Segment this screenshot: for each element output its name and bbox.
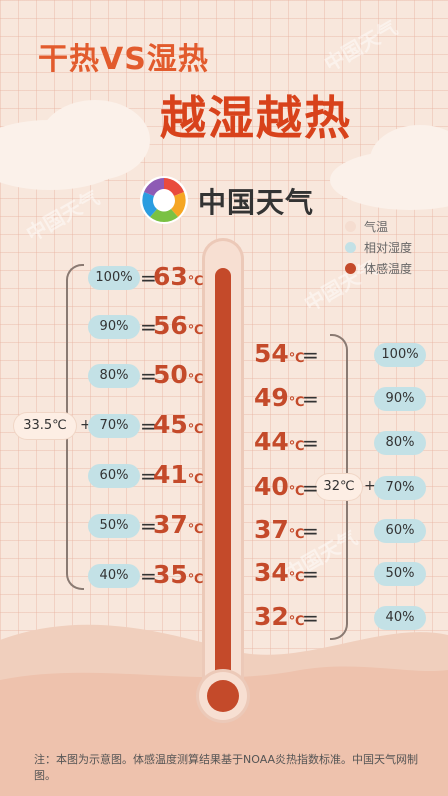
equals-sign: =	[302, 606, 319, 630]
equals-sign: =	[302, 387, 319, 411]
equals-sign: =	[140, 514, 157, 538]
humidity-pill: 70%	[88, 414, 140, 438]
legend-swatch	[345, 242, 356, 253]
feels-like-temp: 44℃	[254, 427, 305, 459]
thermometer-mercury	[215, 268, 231, 698]
legend-swatch	[345, 221, 356, 232]
feels-like-value: 35	[153, 560, 188, 589]
footnote: 注：本图为示意图。体感温度测算结果基于NOAA炎热指数标准。中国天气网制图。	[34, 753, 419, 782]
humid-ambient-temp: 32℃	[316, 474, 362, 500]
watermark: 中国天气	[22, 185, 104, 247]
feels-like-temp: 45℃	[153, 410, 204, 442]
feels-like-unit: ℃	[288, 570, 305, 585]
feels-like-value: 34	[254, 558, 289, 587]
title-line2: 越湿越热	[160, 91, 352, 145]
feels-like-unit: ℃	[288, 484, 305, 499]
equals-sign: =	[302, 431, 319, 455]
feels-like-value: 44	[254, 427, 289, 456]
feels-like-temp: 50℃	[153, 360, 204, 392]
humidity-pill: 50%	[374, 562, 426, 586]
equals-sign: =	[140, 414, 157, 438]
feels-like-temp: 35℃	[153, 560, 204, 592]
feels-like-unit: ℃	[187, 323, 204, 338]
feels-like-temp: 63℃	[153, 262, 204, 294]
equals-sign: =	[140, 364, 157, 388]
humidity-pill: 40%	[88, 564, 140, 588]
feels-like-unit: ℃	[288, 527, 305, 542]
equals-sign: =	[302, 562, 319, 586]
brand-name: 中国天气	[198, 186, 315, 219]
watermark: 中国天气	[320, 15, 402, 77]
humidity-pill: 100%	[374, 343, 426, 367]
humidity-pill: 40%	[374, 606, 426, 630]
feels-like-value: 56	[153, 311, 188, 340]
feels-like-unit: ℃	[187, 572, 204, 587]
humidity-pill: 60%	[374, 519, 426, 543]
feels-like-value: 54	[254, 339, 289, 368]
plus-sign: +	[364, 478, 376, 494]
humidity-pill: 100%	[88, 266, 140, 290]
feels-like-unit: ℃	[288, 351, 305, 366]
feels-like-temp: 34℃	[254, 558, 305, 590]
cloud-decoration	[370, 125, 448, 195]
equals-sign: =	[302, 519, 319, 543]
feels-like-value: 41	[153, 460, 188, 489]
feels-like-value: 37	[254, 515, 289, 544]
humidity-pill: 90%	[88, 315, 140, 339]
feels-like-temp: 49℃	[254, 383, 305, 415]
legend-item: 气温	[345, 216, 412, 237]
legend-swatch	[345, 263, 356, 274]
equals-sign: =	[302, 343, 319, 367]
feels-like-value: 32	[254, 602, 289, 631]
feels-like-temp: 54℃	[254, 339, 305, 371]
feels-like-value: 37	[153, 510, 188, 539]
feels-like-temp: 37℃	[254, 515, 305, 547]
legend-item: 体感温度	[345, 258, 412, 279]
feels-like-temp: 32℃	[254, 602, 305, 634]
humidity-pill: 80%	[88, 364, 140, 388]
equals-sign: =	[140, 464, 157, 488]
equals-sign: =	[140, 564, 157, 588]
feels-like-value: 63	[153, 262, 188, 291]
legend-item: 相对湿度	[345, 237, 412, 258]
feels-like-unit: ℃	[288, 395, 305, 410]
feels-like-unit: ℃	[187, 472, 204, 487]
humidity-pill: 60%	[88, 464, 140, 488]
cloud-decoration	[40, 100, 150, 180]
legend-label: 体感温度	[364, 262, 413, 276]
feels-like-temp: 37℃	[153, 510, 204, 542]
humidity-pill: 90%	[374, 387, 426, 411]
plus-sign: +	[80, 417, 92, 433]
feels-like-value: 45	[153, 410, 188, 439]
dry-ambient-temp: 33.5℃	[14, 413, 76, 439]
feels-like-value: 50	[153, 360, 188, 389]
humidity-pill: 70%	[374, 476, 426, 500]
feels-like-unit: ℃	[187, 372, 204, 387]
humidity-pill: 80%	[374, 431, 426, 455]
weather-logo-icon	[140, 176, 188, 224]
feels-like-value: 40	[254, 472, 289, 501]
equals-sign: =	[140, 266, 157, 290]
equals-sign: =	[140, 315, 157, 339]
title-line1: 干热VS湿热	[38, 42, 209, 77]
feels-like-temp: 41℃	[153, 460, 204, 492]
feels-like-temp: 40℃	[254, 472, 305, 504]
feels-like-unit: ℃	[288, 439, 305, 454]
equals-sign: =	[302, 476, 319, 500]
legend-label: 气温	[364, 220, 389, 234]
feels-like-unit: ℃	[187, 274, 204, 289]
thermometer-bulb-fill	[207, 680, 239, 712]
feels-like-unit: ℃	[187, 422, 204, 437]
legend-label: 相对湿度	[364, 241, 413, 255]
feels-like-unit: ℃	[187, 522, 204, 537]
humidity-pill: 50%	[88, 514, 140, 538]
feels-like-unit: ℃	[288, 614, 305, 629]
feels-like-value: 49	[254, 383, 289, 412]
feels-like-temp: 56℃	[153, 311, 204, 343]
legend: 气温 相对湿度 体感温度	[345, 216, 412, 279]
